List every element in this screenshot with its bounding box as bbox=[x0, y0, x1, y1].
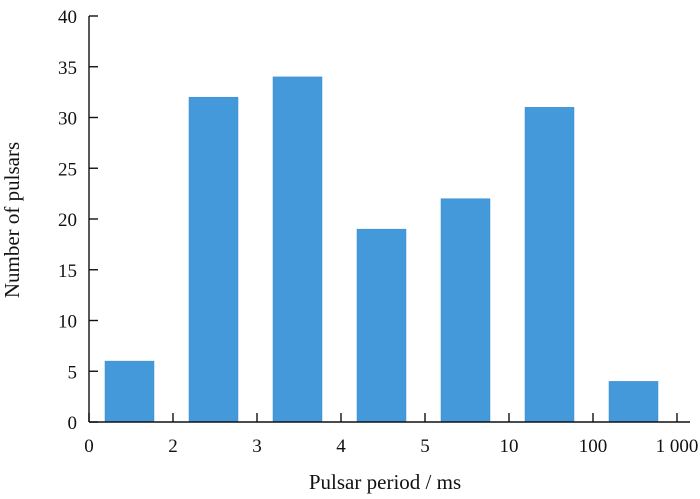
y-tick-label-15: 15 bbox=[58, 261, 77, 282]
y-tick-label-20: 20 bbox=[58, 210, 77, 231]
bar-3-4 bbox=[272, 76, 323, 423]
x-tick-label-6: 100 bbox=[579, 436, 608, 457]
x-tick-label-2: 3 bbox=[252, 436, 262, 457]
y-tick-label-0: 0 bbox=[68, 413, 78, 434]
x-tick-label-3: 4 bbox=[336, 436, 346, 457]
x-axis-title: Pulsar period / ms bbox=[309, 470, 461, 494]
y-tick-label-25: 25 bbox=[58, 159, 77, 180]
y-tick-label-40: 40 bbox=[58, 7, 77, 28]
y-axis-title: Number of pulsars bbox=[0, 142, 24, 298]
y-tick-label-30: 30 bbox=[58, 109, 77, 130]
x-tick-label-5: 10 bbox=[500, 436, 519, 457]
y-tick-label-10: 10 bbox=[58, 312, 77, 333]
bar-4-5 bbox=[356, 228, 407, 423]
y-tick-label-5: 5 bbox=[68, 362, 78, 383]
x-tick-label-4: 5 bbox=[420, 436, 430, 457]
y-ticks-group: 0 5 10 15 20 25 30 35 40 bbox=[58, 7, 98, 434]
bar-5-10 bbox=[440, 198, 491, 423]
x-tick-label-1: 2 bbox=[168, 436, 178, 457]
bar-2-3 bbox=[188, 96, 239, 423]
x-tick-label-7: 1 000 bbox=[656, 436, 699, 457]
bar-100-1000 bbox=[608, 381, 659, 423]
bar-0-2 bbox=[104, 360, 155, 423]
x-ticks-group: 0 2 3 4 5 10 100 1 000 bbox=[84, 413, 698, 457]
bars-group bbox=[104, 76, 659, 423]
y-tick-label-35: 35 bbox=[58, 58, 77, 79]
bar-10-100 bbox=[524, 107, 575, 423]
x-tick-label-0: 0 bbox=[84, 436, 94, 457]
